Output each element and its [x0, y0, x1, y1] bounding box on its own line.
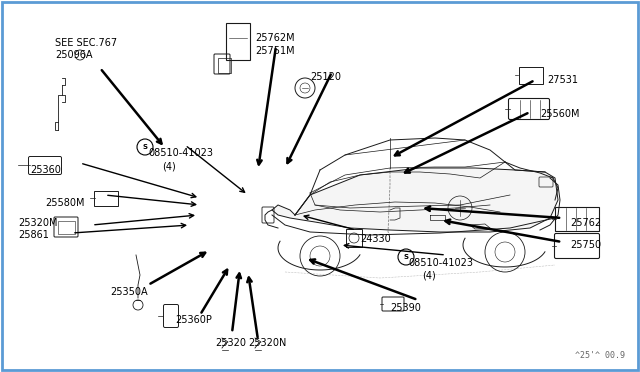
Text: 25560M: 25560M: [540, 109, 579, 119]
Text: 25750: 25750: [570, 240, 601, 250]
Text: 25580M: 25580M: [45, 198, 84, 208]
Text: 25350A: 25350A: [110, 287, 148, 297]
Text: 25320N: 25320N: [248, 338, 286, 348]
Text: 25320: 25320: [215, 338, 246, 348]
Text: 25360P: 25360P: [175, 315, 212, 325]
Text: 08510-41023: 08510-41023: [408, 258, 473, 268]
Text: 08510-41023: 08510-41023: [148, 148, 213, 158]
Text: 25751M: 25751M: [255, 46, 294, 56]
Text: 25762: 25762: [570, 218, 601, 228]
Text: 25096A: 25096A: [55, 50, 93, 60]
Text: 27531: 27531: [547, 75, 578, 85]
Text: 25762M: 25762M: [255, 33, 294, 43]
Text: S: S: [143, 144, 147, 150]
Text: (4): (4): [422, 271, 436, 281]
Text: 25320M: 25320M: [18, 218, 58, 228]
Text: (4): (4): [162, 161, 176, 171]
Text: S: S: [403, 254, 408, 260]
Text: 25390: 25390: [390, 303, 421, 313]
Text: 25861: 25861: [18, 230, 49, 240]
Text: SEE SEC.767: SEE SEC.767: [55, 38, 117, 48]
Polygon shape: [272, 168, 558, 232]
Text: 25120: 25120: [310, 72, 341, 82]
Text: 24330: 24330: [360, 234, 391, 244]
Text: ^25'^ 00.9: ^25'^ 00.9: [575, 351, 625, 360]
Text: 25360: 25360: [30, 165, 61, 175]
